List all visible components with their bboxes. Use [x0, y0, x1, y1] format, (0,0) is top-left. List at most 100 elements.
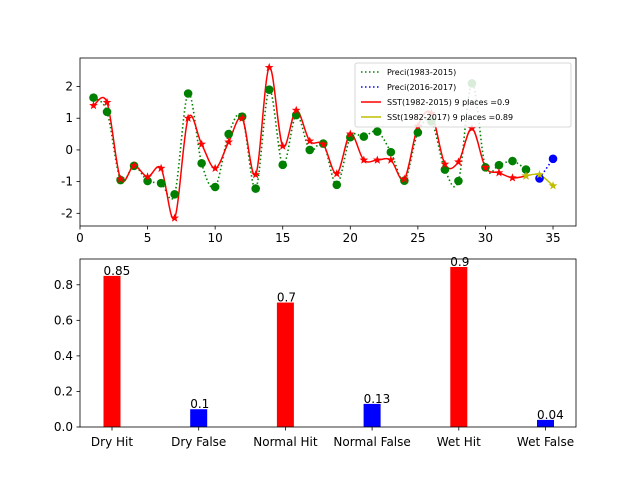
y-tick-label: -2: [61, 206, 73, 220]
data-point: [345, 132, 355, 142]
data-point-star: [224, 137, 234, 146]
data-point: [521, 165, 531, 174]
data-point-star: [183, 113, 193, 122]
data-point: [305, 145, 315, 155]
bar-5: [537, 419, 554, 427]
x-tick-label: 5: [144, 231, 152, 245]
y-tick-label: -1: [61, 175, 73, 189]
y-tick-label: 0.0: [54, 420, 73, 434]
data-point: [170, 190, 179, 199]
x-tick-label: 0: [76, 231, 84, 245]
data-point-star: [372, 155, 382, 164]
legend-label: SSt(1982-2017) 9 places =0.89: [387, 113, 513, 122]
data-point-star: [318, 139, 328, 148]
data-point-star: [359, 155, 369, 164]
x-tick-label: 35: [545, 231, 560, 245]
data-point-star: [345, 129, 355, 138]
data-point-star: [129, 161, 139, 170]
data-point: [89, 93, 98, 102]
data-point-star: [264, 62, 274, 72]
data-point-star: [494, 168, 504, 177]
legend-label: Preci(1983-2015): [387, 68, 456, 77]
y-tick-label: 0.6: [54, 313, 73, 327]
data-point-star: [521, 171, 531, 180]
data-point-star: [548, 181, 558, 190]
bar-value-label: 0.7: [277, 291, 296, 305]
data-point: [102, 107, 112, 117]
data-point-star: [481, 162, 490, 172]
x-category-label: Dry Hit: [91, 435, 133, 449]
x-tick-label: 30: [478, 231, 493, 245]
data-point-star: [89, 100, 98, 110]
data-point: [373, 127, 382, 136]
legend-label: SST(1982-2015) 9 places =0.9: [387, 98, 510, 107]
data-point-star: [332, 169, 342, 178]
data-point: [535, 174, 544, 183]
y-tick-label: 0.4: [54, 349, 73, 363]
data-point-star: [237, 113, 247, 122]
data-point: [440, 165, 450, 174]
y-tick-label: 1: [65, 111, 73, 125]
data-point-star: [440, 159, 450, 168]
data-point: [359, 132, 369, 141]
line-chart: 0 5 10 15 20 25 30 35 -2 -1 0 1 2 Preci(1983-2015) Pr…: [61, 57, 577, 245]
data-point-star: [143, 172, 152, 181]
bar-value-label: 0.1: [190, 397, 209, 411]
data-point: [454, 176, 463, 186]
x-category-label: Normal Hit: [253, 435, 318, 449]
data-point-star: [467, 123, 477, 133]
data-point-star: [116, 174, 125, 183]
y-tick-label: 0: [65, 143, 73, 157]
bar-0: [103, 275, 121, 427]
data-point-star: [386, 155, 396, 164]
bar-2: [276, 302, 294, 427]
x-tick-label: 10: [208, 231, 223, 245]
data-point-star: [305, 136, 315, 145]
bar-value-label: 0.04: [537, 408, 564, 422]
x-tick-label: 20: [343, 231, 358, 245]
data-point: [224, 129, 233, 139]
data-point: [332, 180, 342, 190]
bar-value-label: 0.9: [450, 255, 469, 269]
legend-box: [354, 62, 572, 128]
plot-frame: [79, 57, 577, 227]
data-point-star: [156, 163, 166, 173]
data-point-star: [170, 213, 179, 222]
data-point-star: [197, 139, 207, 148]
bar-value-label: 0.85: [104, 264, 131, 278]
bar-value-label: 0.13: [364, 392, 391, 406]
y-tick-label: 0.8: [54, 278, 73, 292]
data-point: [156, 178, 166, 188]
data-point-star: [535, 170, 544, 179]
bar-3: [363, 403, 381, 427]
x-category-label: Wet Hit: [437, 435, 481, 449]
x-category-label: Normal False: [333, 435, 410, 449]
data-point-star: [102, 97, 112, 107]
data-point: [183, 89, 193, 98]
data-point-star: [454, 157, 463, 166]
data-point-star: [508, 173, 517, 182]
data-point: [386, 147, 396, 157]
data-point-star: [278, 141, 288, 150]
plot-frame: [79, 258, 577, 428]
legend-label: Preci(2016-2017): [387, 83, 456, 92]
data-point-star: [291, 105, 301, 115]
y-tick-label: 2: [65, 80, 73, 94]
data-point: [197, 158, 206, 168]
data-point: [494, 160, 504, 170]
x-category-label: Dry False: [171, 435, 226, 449]
bar-1: [190, 409, 208, 427]
bar-chart: 0.85 0.1 0.7 0.13 0.9 0.04 Dry Hit Dry False Nor…: [54, 255, 577, 449]
data-point-star: [399, 174, 409, 183]
series-line-2: [93, 66, 527, 220]
x-tick-label: 15: [275, 231, 290, 245]
data-point: [264, 85, 274, 94]
data-point-star: [210, 163, 220, 173]
bar-4: [450, 267, 468, 427]
data-point: [413, 128, 423, 137]
data-point: [278, 160, 288, 170]
data-point-star: [251, 170, 261, 179]
data-point: [508, 156, 517, 166]
x-category-label: Wet False: [517, 435, 574, 449]
